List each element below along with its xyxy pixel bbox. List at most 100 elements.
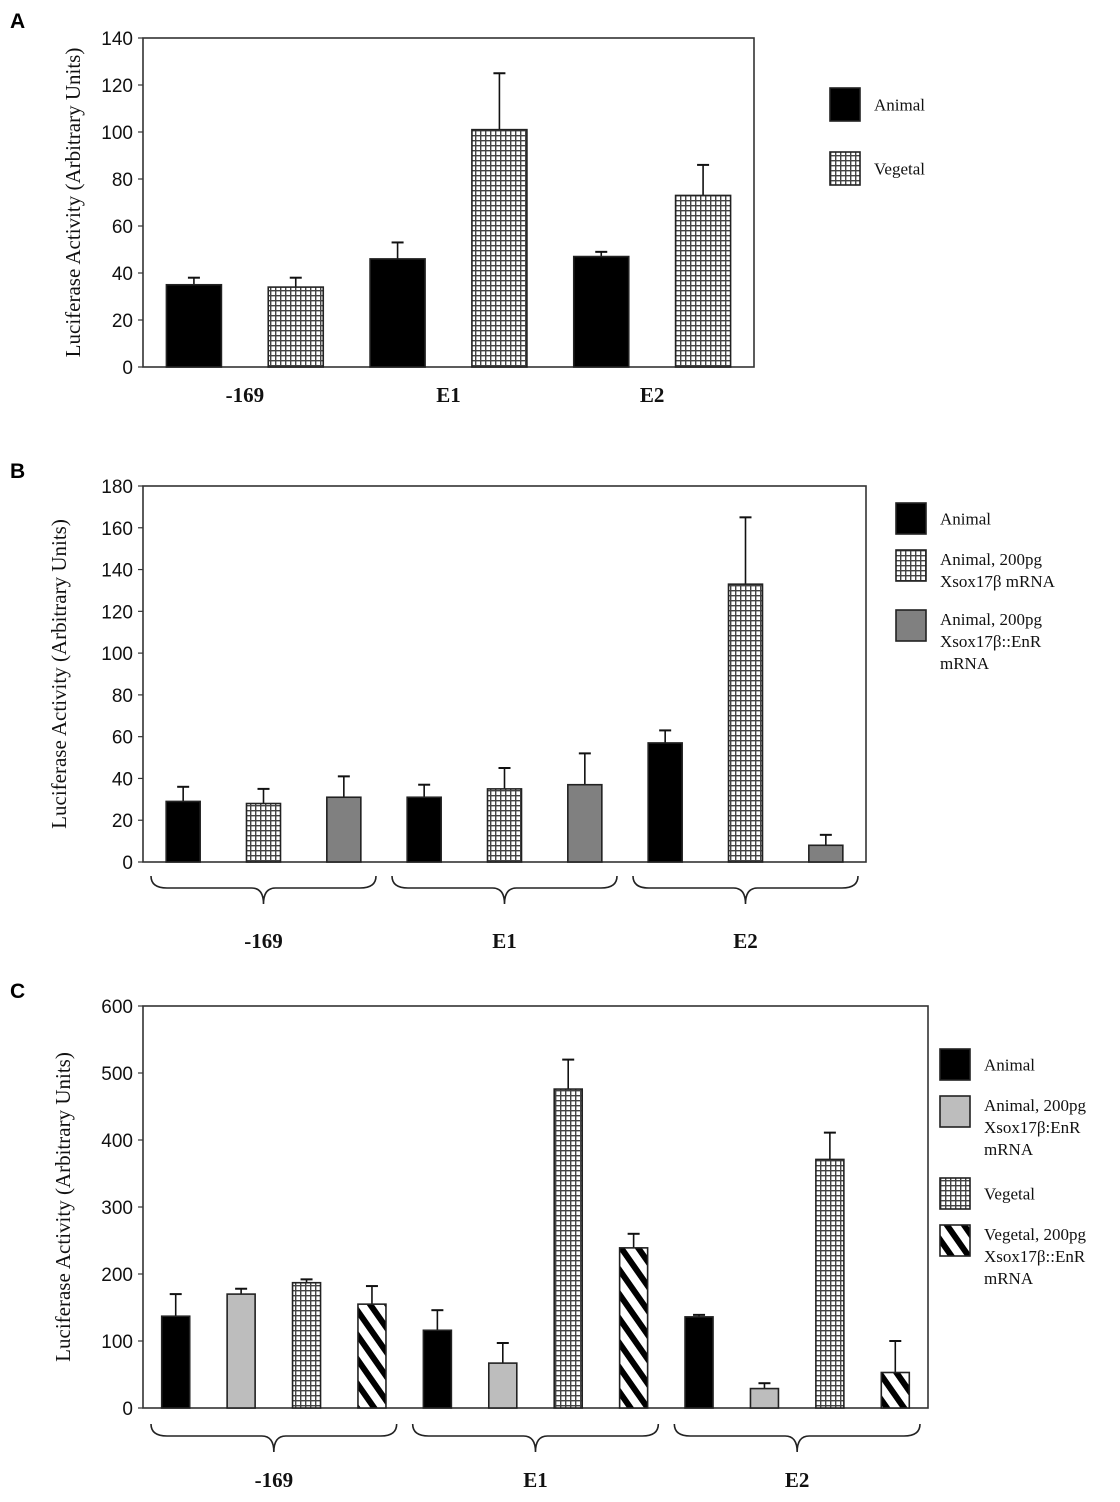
legend-label: Xsox17β mRNA xyxy=(940,572,1056,591)
y-axis-title: Luciferase Activity (Arbitrary Units) xyxy=(47,519,71,829)
panel-letter: B xyxy=(10,460,25,483)
legend-swatch xyxy=(829,151,861,186)
legend-swatch xyxy=(829,87,861,122)
bar-c-e2-s3 xyxy=(880,1371,911,1409)
y-tick-label: 100 xyxy=(101,1332,133,1353)
y-tick-label: 160 xyxy=(101,519,133,540)
y-tick-label: 180 xyxy=(101,477,133,498)
bar-a--169-s1 xyxy=(267,286,325,368)
bar-b-e2-s2 xyxy=(808,844,844,863)
y-tick-label: 60 xyxy=(112,728,133,749)
y-tick-label: 140 xyxy=(101,561,133,582)
legend-label: Animal xyxy=(874,96,925,115)
y-tick-label: 100 xyxy=(101,644,133,665)
category-bracket xyxy=(150,1423,398,1453)
y-tick-label: 300 xyxy=(101,1198,133,1219)
legend-label: Animal, 200pg xyxy=(940,610,1042,629)
y-tick-label: 0 xyxy=(122,853,133,874)
bar-b-e1-s0 xyxy=(406,796,442,863)
legend-label: Vegetal xyxy=(984,1185,1035,1204)
bar-a--169-s0 xyxy=(165,283,223,368)
legend-label: mRNA xyxy=(984,1269,1034,1288)
legend-swatch xyxy=(939,1095,971,1128)
bar-c-e1-s3 xyxy=(618,1247,649,1409)
y-tick-label: 20 xyxy=(112,811,133,832)
plot-frame xyxy=(142,1005,929,1409)
legend-label: Vegetal xyxy=(874,160,925,179)
bar-b--169-s0 xyxy=(165,800,201,863)
bar-c--169-s0 xyxy=(160,1315,191,1409)
y-tick-label: 0 xyxy=(122,358,133,379)
legend-label: Xsox17β::EnR xyxy=(940,632,1042,651)
bar-c--169-s1 xyxy=(226,1293,256,1409)
category-bracket xyxy=(673,1423,921,1453)
legend-label: mRNA xyxy=(984,1140,1034,1159)
category-label: E2 xyxy=(785,1468,810,1492)
bar-c--169-s2 xyxy=(291,1281,322,1409)
legend: Animal Animal, 200pg Xsox17β mRNA Animal, 2… xyxy=(895,502,1056,673)
legend-label: Xsox17β::EnR xyxy=(984,1247,1086,1266)
y-tick-label: 140 xyxy=(101,29,133,50)
legend-label: Animal, 200pg xyxy=(940,550,1042,569)
plot-frame xyxy=(142,37,755,368)
y-tick-label: 80 xyxy=(112,170,133,191)
category-bracket xyxy=(391,875,618,905)
bar-a-e2-s0 xyxy=(572,255,630,368)
category-label: E1 xyxy=(523,1468,548,1492)
category-label: E1 xyxy=(492,929,517,953)
y-tick-label: 40 xyxy=(112,769,133,790)
chart-panel-c: C 0 100 200 300 400 500 600 Luciferase Activity … xyxy=(10,980,1086,1492)
bar-b-e2-s1 xyxy=(727,583,764,863)
bar-b-e1-s2 xyxy=(567,783,603,863)
y-tick-label: 60 xyxy=(112,217,133,238)
legend-swatch xyxy=(939,1224,971,1257)
chart-panel-a: A 0 20 40 60 80 100 120 140 Luciferase Activity (… xyxy=(10,10,925,407)
bar-c-e1-s1 xyxy=(487,1362,518,1409)
bar-b--169-s2 xyxy=(326,796,362,863)
category-bracket xyxy=(150,875,377,905)
y-tick-label: 0 xyxy=(122,1399,133,1420)
y-tick-label: 600 xyxy=(101,997,133,1018)
bar-b-e2-s0 xyxy=(647,742,683,863)
category-bracket xyxy=(632,875,859,905)
category-label: E1 xyxy=(436,383,461,407)
y-axis-title: Luciferase Activity (Arbitrary Units) xyxy=(51,1052,75,1362)
legend-label: mRNA xyxy=(940,654,990,673)
y-tick-label: 40 xyxy=(112,264,133,285)
legend-swatch xyxy=(939,1177,971,1210)
legend-swatch xyxy=(895,502,927,535)
legend: Animal Vegetal xyxy=(829,87,925,186)
bar-c-e2-s0 xyxy=(684,1316,714,1409)
bar-a-e2-s1 xyxy=(674,194,732,368)
bar-b-e1-s1 xyxy=(486,788,523,863)
category-label: -169 xyxy=(255,1468,294,1492)
category-label: E2 xyxy=(640,383,665,407)
category-label: -169 xyxy=(226,383,265,407)
bar-c-e1-s2 xyxy=(553,1088,584,1409)
legend-swatch xyxy=(939,1048,971,1081)
y-tick-label: 20 xyxy=(112,311,133,332)
panel-letter: A xyxy=(10,10,25,33)
bar-c-e2-s2 xyxy=(815,1158,845,1409)
y-axis-title: Luciferase Activity (Arbitrary Units) xyxy=(61,48,85,358)
y-tick-label: 120 xyxy=(101,602,133,623)
category-bracket xyxy=(411,1423,660,1453)
y-tick-label: 120 xyxy=(101,76,133,97)
category-label: E2 xyxy=(733,929,758,953)
bar-c-e1-s0 xyxy=(422,1329,453,1409)
chart-panel-b: B 0 20 40 60 80 100 120 140 160 180 Luciferase Acti… xyxy=(10,460,1056,953)
legend: Animal Animal, 200pg Xsox17β:EnR mRNA Vegeta… xyxy=(939,1048,1086,1288)
y-tick-label: 500 xyxy=(101,1064,133,1085)
panel-letter: C xyxy=(10,980,25,1003)
category-label: -169 xyxy=(244,929,283,953)
y-tick-label: 100 xyxy=(101,123,133,144)
legend-label: Xsox17β:EnR xyxy=(984,1118,1081,1137)
legend-label: Animal, 200pg xyxy=(984,1096,1086,1115)
legend-swatch xyxy=(895,549,927,582)
y-tick-label: 80 xyxy=(112,686,133,707)
bar-a-e1-s0 xyxy=(369,258,426,368)
legend-swatch xyxy=(895,609,927,642)
y-tick-label: 400 xyxy=(101,1131,133,1152)
bar-c-e2-s1 xyxy=(749,1387,780,1409)
